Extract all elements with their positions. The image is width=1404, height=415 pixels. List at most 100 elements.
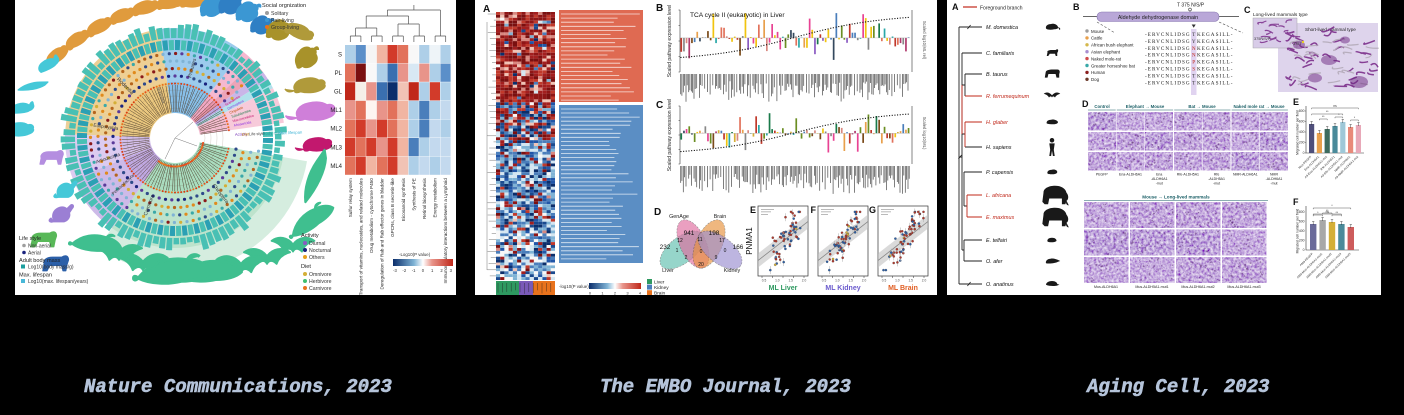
svg-text:T: T	[1192, 80, 1196, 86]
svg-text:F: F	[811, 205, 817, 215]
svg-text:ML4: ML4	[330, 164, 342, 170]
svg-text:GPCRs, class B secretin-like: GPCRs, class B secretin-like	[390, 178, 395, 237]
svg-text:Scaled log10(ML): Scaled log10(ML)	[922, 117, 927, 150]
svg-text:1.5: 1.5	[908, 279, 913, 283]
svg-text:KEGASILL-: KEGASILL-	[1197, 39, 1234, 45]
svg-text:R. ferrumequinum: R. ferrumequinum	[986, 94, 1030, 100]
svg-text:H. sapiens: H. sapiens	[986, 145, 1012, 151]
svg-text:D: D	[654, 207, 661, 218]
svg-text:Naked mole-rat: Naked mole-rat	[1091, 56, 1122, 61]
svg-text:-mut: -mut	[1213, 181, 1220, 185]
svg-text:198: 198	[709, 230, 720, 237]
svg-text:Group-living: Group-living	[271, 25, 299, 31]
svg-text:2: 2	[614, 291, 617, 296]
svg-text:Immunoregulatory interactions: Immunoregulatory interactions between a …	[443, 178, 448, 284]
svg-text:G: G	[869, 205, 876, 215]
svg-text:1.0: 1.0	[835, 279, 840, 283]
svg-text:C: C	[1244, 5, 1251, 15]
svg-text:Scaled log10(ML rel): Scaled log10(ML rel)	[922, 21, 927, 60]
svg-text:1: 1	[601, 291, 604, 296]
svg-text:N: N	[1192, 53, 1196, 59]
svg-text:NMR: NMR	[1270, 173, 1278, 177]
svg-text:Life style: Life style	[249, 131, 266, 137]
svg-text:KEGASILL-: KEGASILL-	[1197, 46, 1234, 52]
svg-text:0: 0	[422, 268, 425, 273]
svg-text:0.5: 0.5	[762, 279, 767, 283]
svg-text:941: 941	[684, 230, 695, 237]
svg-text:Eulipotyphla: Eulipotyphla	[93, 123, 119, 131]
svg-text:Others: Others	[309, 255, 325, 261]
svg-text:T 375 N/S/P: T 375 N/S/P	[1177, 3, 1205, 9]
svg-text:1.5: 1.5	[788, 279, 793, 283]
svg-text:0: 0	[589, 291, 592, 296]
svg-text:**: **	[1322, 115, 1325, 119]
svg-text:-mut: -mut	[1271, 181, 1278, 185]
svg-text:T: T	[1192, 32, 1196, 38]
svg-text:200: 200	[1299, 141, 1305, 145]
svg-text:0.5: 0.5	[882, 279, 887, 283]
svg-text:B: B	[1073, 2, 1080, 12]
svg-text:-ALDH5A1: -ALDH5A1	[1208, 177, 1225, 181]
svg-text:2.0: 2.0	[862, 279, 867, 283]
svg-text:T: T	[1192, 73, 1196, 79]
svg-text:-ERVCNLIDSG: -ERVCNLIDSG	[1145, 39, 1191, 45]
svg-text:D: D	[1082, 99, 1089, 109]
svg-text:Asian elephant: Asian elephant	[1091, 50, 1121, 55]
svg-text:-ERVCNLIDSG: -ERVCNLIDSG	[1145, 46, 1191, 52]
svg-text:Max. lifespan: Max. lifespan	[19, 273, 52, 279]
svg-text:*: *	[1317, 211, 1319, 215]
svg-text:M. domestica: M. domestica	[986, 25, 1018, 31]
svg-text:17: 17	[719, 238, 725, 244]
svg-text:Cingulata: Cingulata	[229, 105, 244, 114]
svg-text:Rfe: Rfe	[1214, 173, 1220, 177]
svg-text:Mouse → Long-lived mammals: Mouse → Long-lived mammals	[1142, 195, 1210, 200]
svg-text:-ERVCNLIDSG: -ERVCNLIDSG	[1145, 60, 1191, 66]
svg-text:Diet: Diet	[301, 264, 311, 270]
svg-text:-ERVCNLIDSG: -ERVCNLIDSG	[1145, 67, 1191, 73]
svg-text:11: 11	[697, 237, 702, 243]
svg-text:375T: 375T	[1293, 42, 1302, 46]
svg-text:-mut: -mut	[1156, 181, 1163, 185]
svg-text:Migrated cell number per field: Migrated cell number per field	[1296, 209, 1300, 254]
svg-text:Energy metabolism: Energy metabolism	[433, 178, 438, 217]
svg-text:Mus-ALDH6A1-mut2: Mus-ALDH6A1-mut2	[1181, 285, 1214, 289]
svg-text:ML Liver: ML Liver	[769, 285, 798, 292]
svg-text:Social orgnization: Social orgnization	[262, 3, 306, 9]
svg-text:Nocturnal: Nocturnal	[309, 248, 331, 254]
svg-text:KEGASILL-: KEGASILL-	[1197, 32, 1234, 38]
svg-text:1: 1	[431, 268, 434, 273]
svg-text:Diurnal: Diurnal	[309, 241, 325, 247]
svg-text:2: 2	[685, 255, 688, 261]
svg-text:L. africana: L. africana	[986, 193, 1011, 199]
svg-text:4: 4	[639, 291, 642, 296]
svg-text:*: *	[1331, 204, 1333, 208]
svg-text:ns: ns	[1326, 210, 1330, 214]
svg-text:600: 600	[1299, 220, 1305, 224]
svg-text:Brain: Brain	[714, 214, 727, 220]
svg-text:O. anatinus: O. anatinus	[986, 282, 1014, 288]
svg-text:400: 400	[1299, 130, 1305, 134]
svg-text:Sulfur relay system: Sulfur relay system	[348, 178, 353, 217]
svg-text:-3: -3	[393, 268, 397, 273]
svg-text:Afrosoricida: Afrosoricida	[233, 120, 251, 127]
svg-text:Mus-ALDH6A1-mut3: Mus-ALDH6A1-mut3	[1227, 285, 1260, 289]
svg-text:Long-lived mammals type: Long-lived mammals type	[1253, 12, 1308, 18]
svg-text:KEGASILL-: KEGASILL-	[1197, 80, 1234, 86]
svg-text:Dermoptera: Dermoptera	[227, 99, 245, 111]
svg-text:Liver: Liver	[662, 268, 674, 274]
svg-text:Eicosanoid synthesis: Eicosanoid synthesis	[401, 178, 406, 222]
svg-text:Body mass: Body mass	[263, 130, 284, 136]
svg-text:20: 20	[698, 262, 704, 268]
svg-text:A: A	[483, 4, 490, 15]
svg-text:F: F	[1293, 197, 1299, 207]
svg-text:Foreground branch: Foreground branch	[980, 6, 1023, 12]
svg-text:Rodentia: Rodentia	[156, 86, 167, 104]
svg-text:Activity: Activity	[301, 233, 319, 239]
svg-text:Y: Y	[1192, 39, 1196, 45]
svg-text:GL: GL	[334, 90, 343, 96]
svg-text:Migrated cell number per field: Migrated cell number per field	[1296, 110, 1300, 155]
svg-text:ML Kidney: ML Kidney	[825, 285, 860, 292]
svg-text:E. telfairi: E. telfairi	[986, 238, 1008, 244]
svg-text:Carnivore: Carnivore	[309, 286, 332, 292]
svg-text:A: A	[952, 2, 959, 12]
